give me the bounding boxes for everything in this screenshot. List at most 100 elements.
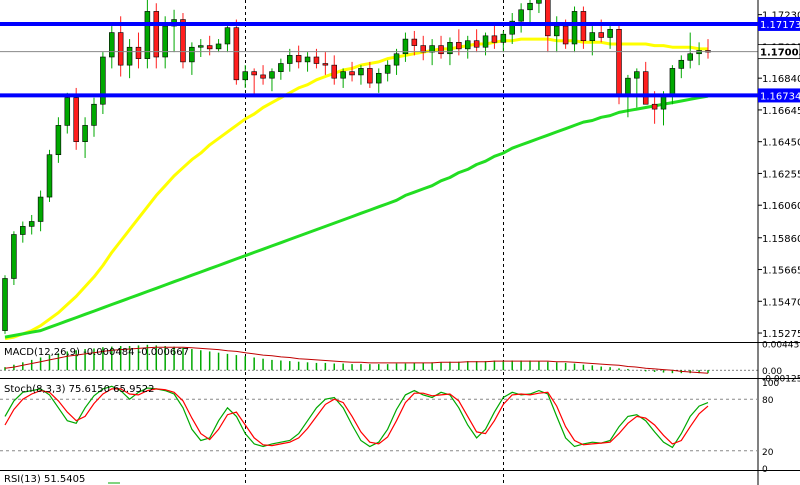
candle-body-down xyxy=(322,63,329,66)
candle-body-up xyxy=(482,35,489,48)
candle-body-up xyxy=(625,77,631,95)
candle-body-up xyxy=(46,154,53,198)
current-price-tag xyxy=(757,44,800,60)
moving-averages xyxy=(4,37,709,341)
candle-body-up xyxy=(198,45,204,48)
candle-body-up xyxy=(55,125,62,156)
candle-body-down xyxy=(642,71,649,105)
candle-body-down xyxy=(456,42,462,50)
candle-body-up xyxy=(375,72,382,84)
candle-body-down xyxy=(349,71,355,76)
price-tick-label: 1.16645 xyxy=(762,106,800,117)
candle-body-down xyxy=(73,97,79,142)
candle-body-down xyxy=(180,19,186,63)
candle-body-down xyxy=(491,35,498,43)
candle-body-down xyxy=(473,40,480,48)
candle-body-up xyxy=(242,71,249,81)
candle-body-up xyxy=(571,11,578,45)
candle-body-down xyxy=(411,38,418,46)
moving-average-slow xyxy=(4,94,709,339)
price-tick-label: 1.17230 xyxy=(762,11,800,22)
candle-body-down xyxy=(438,45,444,55)
candle-body-up xyxy=(589,32,596,42)
candle-body-down xyxy=(580,11,587,42)
price-tick-label: 1.15275 xyxy=(762,329,800,340)
candle-body-up xyxy=(91,103,97,126)
candle-body-down xyxy=(367,68,373,84)
candle-body-down xyxy=(313,56,320,64)
price-tick-label: 1.16450 xyxy=(762,138,800,149)
rsi-label: RSI(13) 51.5405 xyxy=(4,474,85,485)
candle-body-up xyxy=(215,43,222,50)
candle-body-up xyxy=(393,53,400,66)
price-levels[interactable]: 1.17173 1.16734 1.17003 xyxy=(0,16,800,103)
candle-body-down xyxy=(251,71,257,76)
moving-average-fast xyxy=(4,37,708,341)
candle-body-up xyxy=(162,25,168,58)
candle-body-up xyxy=(340,71,346,79)
level-price-text: 1.16734 xyxy=(760,91,800,102)
candle-body-up xyxy=(536,0,542,4)
current-price-text: 1.17003 xyxy=(760,48,800,59)
candle-body-down xyxy=(135,46,142,59)
candle-body-up xyxy=(109,32,115,58)
stoch-label: Stoch(8,3,3) 75.6150 65.9522 xyxy=(4,384,155,395)
candle-body-up xyxy=(634,71,640,79)
macd-tick-label: 0.00 xyxy=(762,367,782,377)
candle-body-up xyxy=(269,71,275,79)
candle-body-down xyxy=(295,55,302,63)
candle-body-up xyxy=(2,278,8,331)
macd-label: MACD(12,26,9) -0.000484 -0.000667 xyxy=(4,347,189,358)
candle-body-up xyxy=(384,64,391,74)
candle-body-down xyxy=(331,64,338,79)
candle-body-down xyxy=(206,45,213,50)
candle-body-up xyxy=(100,56,106,105)
stoch-tick-label: 80 xyxy=(762,396,774,406)
candle-body-up xyxy=(287,55,293,64)
candle-body-up xyxy=(358,68,364,76)
candle-body-up xyxy=(28,221,35,227)
candle-body-up xyxy=(464,40,471,50)
candle-body-down xyxy=(117,32,124,66)
candle-body-down xyxy=(545,0,551,37)
candle-body-up xyxy=(20,226,26,235)
price-tick-label: 1.15860 xyxy=(762,234,800,245)
candle-body-down xyxy=(598,32,604,38)
candle-body-up xyxy=(278,63,284,72)
candle-body-up xyxy=(678,59,685,69)
candle-body-down xyxy=(260,74,266,79)
candle-body-down xyxy=(616,29,622,95)
level-price-tag xyxy=(758,88,800,103)
macd-panel: 0.004431 0.00-0.001255 xyxy=(0,340,800,385)
candle-body-up xyxy=(82,125,88,142)
price-tick-label: 1.15665 xyxy=(762,266,800,277)
price-tick-label: 1.16060 xyxy=(762,201,800,212)
candle-body-up xyxy=(660,95,667,110)
price-tick-label: 1.16255 xyxy=(762,169,800,180)
stoch-tick-label: 100 xyxy=(762,379,779,389)
candle-body-up xyxy=(224,27,231,45)
stoch-main-line xyxy=(4,385,709,449)
candle-body-up xyxy=(126,46,133,66)
candle-body-down xyxy=(153,11,160,58)
candle-body-up xyxy=(64,97,71,126)
candle-body-up xyxy=(607,29,613,38)
price-tick-label: 1.15470 xyxy=(762,297,800,308)
level-price-text: 1.17173 xyxy=(760,20,800,31)
candle-body-up xyxy=(509,20,515,35)
candle-body-down xyxy=(233,27,240,81)
candle-body-up xyxy=(527,2,533,11)
stoch-tick-label: 20 xyxy=(762,448,774,458)
candle-body-up xyxy=(518,9,524,22)
macd-tick-label: -0.001255 xyxy=(762,375,800,385)
macd-signal-line xyxy=(4,346,709,374)
candle-body-up xyxy=(144,11,151,59)
stoch-signal-line xyxy=(4,388,709,447)
macd-tick-label: 0.004431 xyxy=(762,340,800,350)
candle-body-up xyxy=(553,25,560,37)
candle-body-up xyxy=(402,38,409,55)
candle-body-up xyxy=(669,68,676,97)
candle-body-up xyxy=(304,56,311,63)
stoch-tick-label: 0 xyxy=(762,465,768,475)
candle-body-down xyxy=(651,103,658,110)
